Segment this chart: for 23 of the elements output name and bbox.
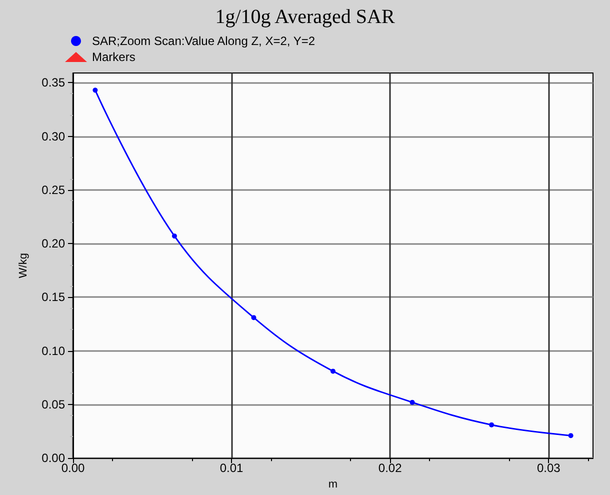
point bbox=[172, 234, 177, 239]
point bbox=[489, 422, 494, 428]
x-tick-label: 0.01 bbox=[220, 461, 244, 476]
y-tick-label: 0.05 bbox=[42, 397, 66, 412]
point bbox=[92, 88, 98, 93]
point bbox=[568, 433, 574, 438]
y-axis-title: W/kg bbox=[18, 253, 30, 278]
y-tick-label: 0.15 bbox=[42, 290, 66, 304]
point bbox=[251, 315, 256, 320]
y-tick-label: 0.10 bbox=[42, 344, 66, 358]
x-tick-label: 0.03 bbox=[536, 461, 561, 476]
y-tick-label: 0.25 bbox=[42, 182, 66, 197]
y-tick-label: 0.35 bbox=[42, 76, 66, 90]
x-tick-label: 0.02 bbox=[378, 461, 402, 476]
y-tick-label: 0.20 bbox=[42, 236, 66, 251]
chart-title: 1g/10g Averaged SAR bbox=[215, 6, 396, 28]
legend-label: SAR;Zoom Scan:Value Along Z, X=2, Y=2 bbox=[92, 34, 316, 48]
point bbox=[410, 400, 415, 405]
x-axis-title: m bbox=[328, 478, 338, 490]
y-tick-label: 0.30 bbox=[42, 129, 66, 144]
legend-label: Markers bbox=[92, 50, 136, 64]
x-tick-label: 0.00 bbox=[61, 461, 85, 476]
point bbox=[330, 368, 336, 374]
